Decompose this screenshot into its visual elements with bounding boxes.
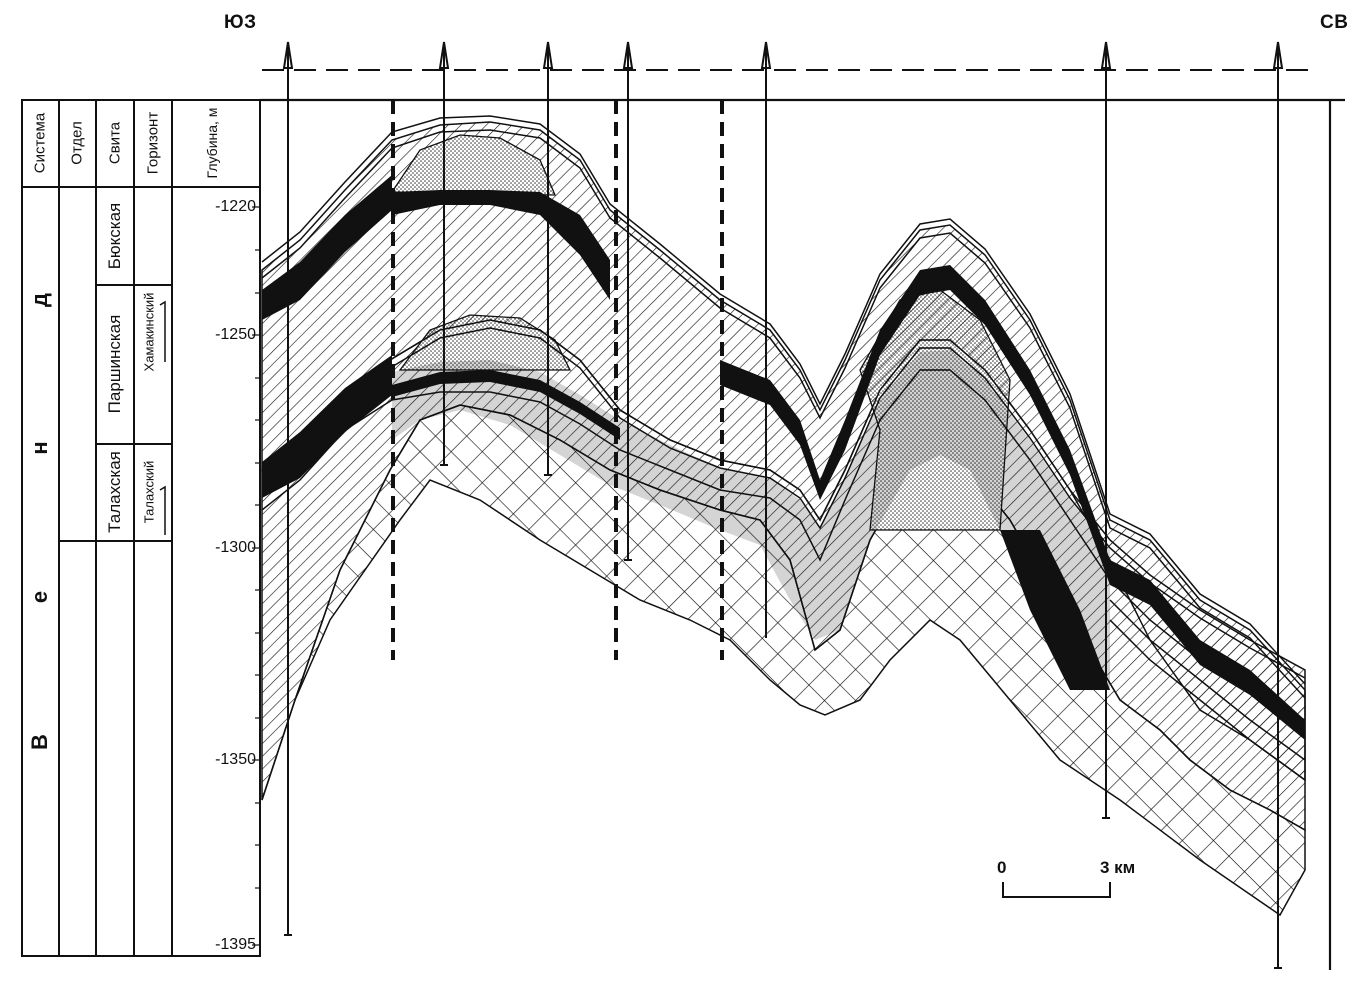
depth-tick: -1220: [215, 198, 256, 215]
depth-tick: -1300: [215, 539, 256, 556]
horizon-talakhsky: Талахский: [141, 460, 157, 524]
depth-axis-ticks: [252, 206, 260, 946]
depth-tick: -1350: [215, 751, 256, 768]
well-6: [1100, 41, 1112, 819]
formation-talakhskaya: Талахская: [105, 451, 124, 533]
orientation-right-label: СВ: [1320, 12, 1349, 33]
well-4: [622, 41, 634, 561]
fault-lines: [391, 100, 724, 660]
well-7: [1272, 41, 1284, 969]
formation-parshinskaya: Паршинская: [105, 314, 124, 414]
well-2: [438, 41, 450, 466]
well-5: [760, 41, 772, 638]
system-letter-3: н: [27, 441, 52, 455]
header-series: Отдел: [68, 121, 86, 165]
depth-tick: -1395: [215, 936, 256, 953]
header-system: Система: [31, 112, 49, 174]
horizon-khamakinsky: Хамакинский: [141, 292, 157, 372]
upper-black-bed: [262, 175, 392, 320]
header-formation: Свита: [106, 121, 124, 165]
layer-contours: [261, 115, 1306, 781]
header-horizon: Горизонт: [144, 111, 162, 175]
depth-axis: -1220 -1250 -1300 -1350 -1395: [172, 0, 256, 986]
system-letter-4: д: [27, 293, 52, 307]
formation-byukskaya: Бюкская: [105, 202, 124, 270]
well-3: [542, 41, 554, 476]
well-1: [282, 41, 294, 936]
wells: [282, 41, 1284, 969]
system-letter-1: В: [27, 734, 52, 750]
scale-start-label: 0: [997, 858, 1007, 877]
scale-bar: [1002, 882, 1111, 898]
scale-end-label: 3 км: [1100, 858, 1136, 877]
stratigraphic-column: [21, 99, 261, 957]
depth-tick: -1250: [215, 326, 256, 343]
orientation-left-label: ЮЗ: [224, 12, 257, 33]
system-letter-2: е: [27, 590, 52, 604]
upper-dotted-lens: [390, 134, 556, 196]
